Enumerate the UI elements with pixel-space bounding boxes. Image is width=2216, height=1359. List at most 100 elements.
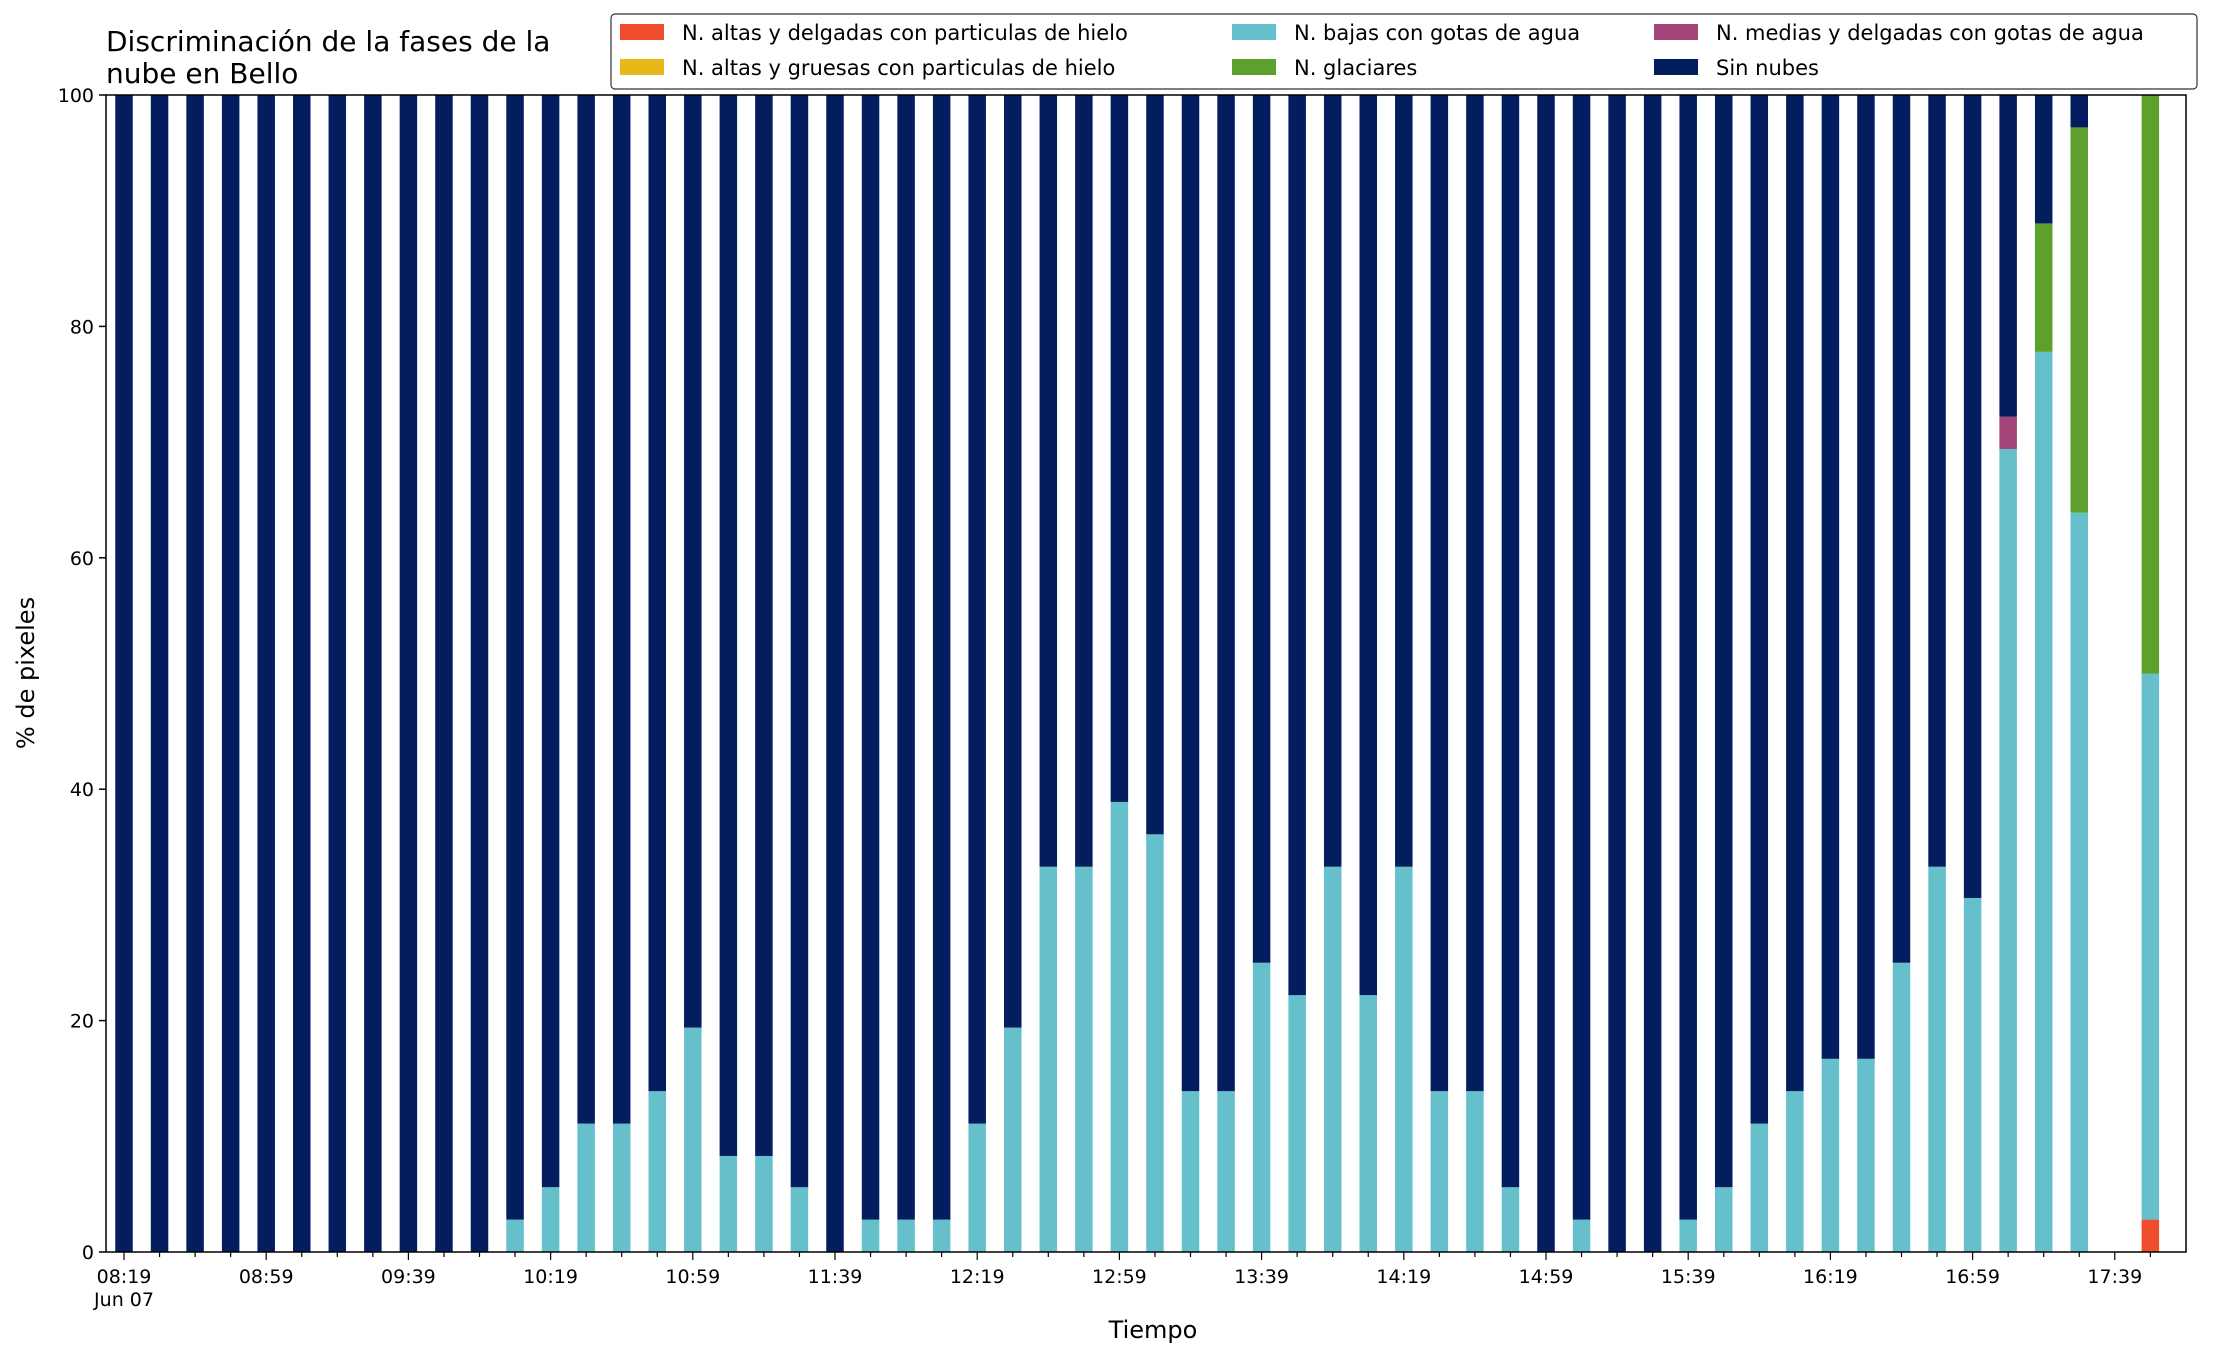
bar-segment-5-15 xyxy=(648,95,666,1092)
legend-label-4: N. medias y delgadas con gotas de agua xyxy=(1716,21,2144,45)
legend-swatch-0 xyxy=(620,24,664,40)
x-tick-label-0: 08:19 xyxy=(97,1266,152,1288)
bar-segment-2-15 xyxy=(648,1091,666,1252)
bar-segment-5-10 xyxy=(470,95,489,1252)
bar-segment-2-34 xyxy=(1323,866,1342,1252)
bar-segment-2-53 xyxy=(1999,449,2017,1252)
bar-segment-2-48 xyxy=(1821,1058,1840,1252)
bar-segment-2-26 xyxy=(1039,866,1058,1252)
bar-segment-2-31 xyxy=(1217,1091,1235,1252)
bar-segment-5-31 xyxy=(1217,95,1235,1092)
bar-segment-2-23 xyxy=(932,1219,951,1252)
chart-title-line-1: Discriminación de la fases de la xyxy=(106,25,550,58)
bar-segment-2-55 xyxy=(2070,512,2088,1252)
y-tick-label-60: 60 xyxy=(70,548,94,570)
x-tick-label-5: 11:39 xyxy=(808,1266,863,1288)
bar-segment-3-57 xyxy=(2141,95,2160,674)
y-tick-label-40: 40 xyxy=(70,779,94,801)
x-tick-label-9: 14:19 xyxy=(1376,1266,1431,1288)
legend-swatch-1 xyxy=(620,59,664,75)
bar-segment-2-17 xyxy=(719,1155,738,1252)
bar-segment-5-41 xyxy=(1572,95,1591,1220)
bar-segment-5-12 xyxy=(541,95,560,1188)
bar-segment-5-33 xyxy=(1288,95,1306,996)
bar-segment-2-44 xyxy=(1679,1219,1697,1252)
x-tick-label-13: 16:59 xyxy=(1945,1266,2000,1288)
bar-segment-2-54 xyxy=(2034,351,2053,1253)
bar-segment-5-29 xyxy=(1146,95,1164,835)
bar-segment-2-32 xyxy=(1252,962,1271,1252)
bar-segment-5-49 xyxy=(1857,95,1875,1059)
bar-segment-5-4 xyxy=(257,95,275,1252)
bar-segment-5-40 xyxy=(1537,95,1555,1252)
bar-segment-5-52 xyxy=(1963,95,1982,898)
bar-segment-5-30 xyxy=(1181,95,1200,1092)
legend-label-3: N. glaciares xyxy=(1294,56,1417,80)
bar-segment-2-12 xyxy=(541,1187,560,1252)
bar-segment-5-18 xyxy=(755,95,773,1156)
bar-segment-5-28 xyxy=(1110,95,1129,802)
bar-segment-5-6 xyxy=(328,95,347,1252)
legend-box xyxy=(610,13,2198,90)
bar-segment-2-52 xyxy=(1963,897,1982,1252)
bar-segment-2-51 xyxy=(1928,866,1946,1252)
bar-segment-2-33 xyxy=(1288,995,1306,1252)
bar-segment-5-53 xyxy=(1999,95,2017,417)
bar-segment-2-16 xyxy=(684,1027,702,1252)
legend-label-5: Sin nubes xyxy=(1716,56,1819,80)
bar-segment-5-16 xyxy=(684,95,702,1028)
bar-segment-2-27 xyxy=(1075,866,1093,1252)
y-axis-label: % de pixeles xyxy=(12,597,40,749)
bar-segment-2-49 xyxy=(1857,1058,1875,1252)
bar-segment-2-36 xyxy=(1395,866,1413,1252)
bar-segment-5-23 xyxy=(932,95,951,1220)
bar-segment-2-38 xyxy=(1466,1091,1484,1252)
legend-label-0: N. altas y delgadas con particulas de hi… xyxy=(682,21,1128,45)
x-tick-label-3: 10:19 xyxy=(523,1266,578,1288)
bar-segment-5-39 xyxy=(1501,95,1520,1188)
bar-segment-2-22 xyxy=(897,1219,915,1252)
y-tick-label-80: 80 xyxy=(70,316,94,338)
bar-segment-2-50 xyxy=(1892,962,1911,1252)
x-tick-label-7: 12:59 xyxy=(1092,1266,1147,1288)
bar-segment-5-34 xyxy=(1323,95,1342,867)
x-tick-label-4: 10:59 xyxy=(665,1266,720,1288)
y-tick-label-100: 100 xyxy=(58,85,94,107)
bars-layer xyxy=(115,95,2160,1253)
bar-segment-2-14 xyxy=(612,1123,631,1252)
bar-segment-2-30 xyxy=(1181,1091,1200,1252)
bar-segment-5-27 xyxy=(1075,95,1093,867)
bar-segment-2-35 xyxy=(1359,995,1377,1252)
bar-segment-2-25 xyxy=(1004,1027,1022,1252)
bar-segment-2-57 xyxy=(2141,673,2160,1220)
bar-segment-5-24 xyxy=(968,95,986,1124)
bar-segment-5-14 xyxy=(612,95,631,1124)
bar-segment-2-19 xyxy=(790,1187,809,1252)
bar-segment-5-36 xyxy=(1395,95,1413,867)
bar-segment-2-45 xyxy=(1715,1187,1733,1252)
bar-segment-5-45 xyxy=(1715,95,1733,1188)
x-axis: 08:19 08:59 09:39 10:19 10:59 11:39 12:19 12:59… xyxy=(93,1252,2151,1311)
x-tick-label-8: 13:39 xyxy=(1234,1266,1289,1288)
x-tick-label-11: 15:39 xyxy=(1661,1266,1716,1288)
bar-segment-5-5 xyxy=(293,95,311,1252)
bar-segment-5-26 xyxy=(1039,95,1058,867)
x-tick-sublabel: Jun 07 xyxy=(93,1289,154,1311)
bar-segment-2-37 xyxy=(1430,1091,1449,1252)
bar-segment-5-35 xyxy=(1359,95,1377,996)
chart-title: Discriminación de la fases de la nube en… xyxy=(106,25,550,90)
y-tick-label-20: 20 xyxy=(70,1011,94,1033)
bar-segment-2-41 xyxy=(1572,1219,1591,1252)
bar-segment-2-39 xyxy=(1501,1187,1520,1252)
bar-segment-5-13 xyxy=(577,95,595,1124)
bar-segment-3-54 xyxy=(2034,223,2053,352)
legend-swatch-3 xyxy=(1232,59,1276,75)
bar-segment-5-51 xyxy=(1928,95,1946,867)
y-tick-label-0: 0 xyxy=(82,1242,94,1264)
x-tick-label-2: 09:39 xyxy=(381,1266,436,1288)
legend-swatch-4 xyxy=(1654,24,1698,40)
bar-segment-0-57 xyxy=(2141,1219,2160,1252)
x-tick-label-14: 17:39 xyxy=(2087,1266,2142,1288)
bar-segment-5-25 xyxy=(1004,95,1022,1028)
